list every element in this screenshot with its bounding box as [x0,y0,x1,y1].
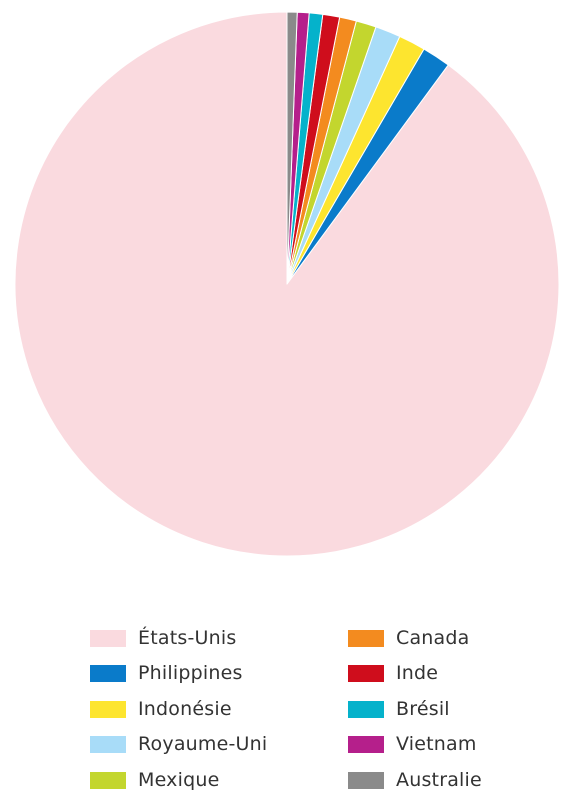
legend-label: Philippines [138,662,243,684]
legend-item: Canada [348,626,470,650]
legend-item: Philippines [90,661,243,685]
pie-slice-9 [286,11,298,285]
legend-swatch [348,700,384,718]
legend-item: Australie [348,768,482,792]
legend-label: Australie [396,769,482,791]
legend-label: Indonésie [138,698,232,720]
legend-swatch [348,771,384,789]
legend-item: Indonésie [90,697,232,721]
legend-item: États-Unis [90,626,236,650]
legend-swatch [90,629,126,647]
legend-swatch [348,735,384,753]
legend-swatch [90,771,126,789]
legend-label: Inde [396,662,439,684]
legend-swatch [90,700,126,718]
legend-swatch [348,629,384,647]
pie-chart [14,11,560,557]
legend-label: Mexique [138,769,220,791]
legend-label: Royaume-Uni [138,733,268,755]
chart-legend: États-Unis Philippines Indonésie Royaume-Un… [0,620,572,802]
legend-swatch [90,664,126,682]
legend-label: Brésil [396,698,450,720]
legend-swatch [348,664,384,682]
legend-item: Royaume-Uni [90,732,267,756]
legend-item: Brésil [348,697,450,721]
legend-swatch [90,735,126,753]
legend-item: Mexique [90,768,219,792]
legend-label: Canada [396,627,470,649]
legend-item: Inde [348,661,438,685]
legend-label: États-Unis [138,627,237,649]
legend-label: Vietnam [396,733,477,755]
legend-item: Vietnam [348,732,477,756]
